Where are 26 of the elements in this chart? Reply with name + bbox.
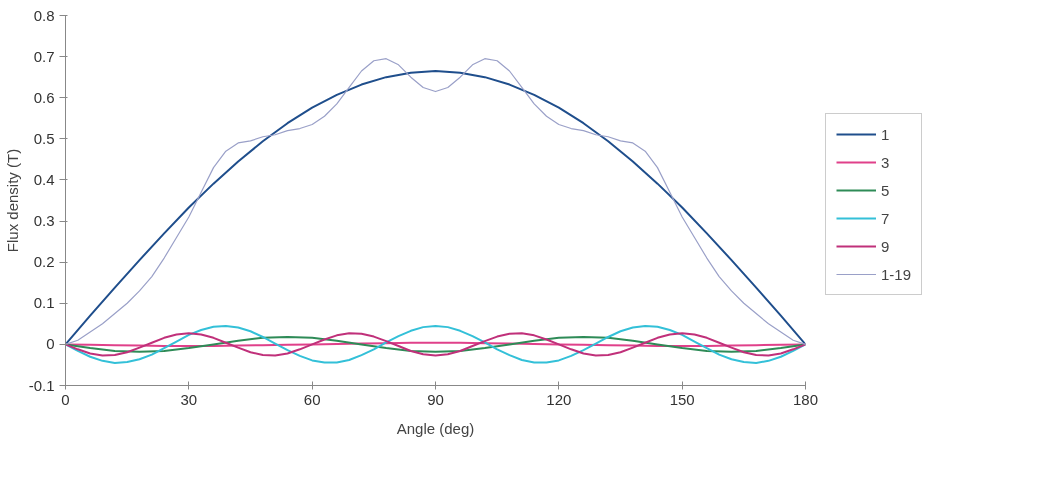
legend-label: 7 — [881, 209, 891, 227]
x-tick-label: 30 — [180, 390, 198, 408]
x-tick-label: 90 — [427, 390, 444, 408]
line-series — [65, 324, 806, 364]
y-tick-label: -0.1 — [28, 376, 55, 394]
y-tick-label: 0.4 — [33, 170, 55, 188]
y-tick-label: 0.5 — [33, 129, 55, 147]
y-tick-label: 0.3 — [33, 212, 55, 230]
legend-label: 1 — [881, 125, 891, 143]
y-axis-title: Flux density (T) — [3, 148, 21, 253]
y-tick-label: 0.1 — [33, 294, 55, 312]
y-tick-label: 0 — [46, 335, 55, 353]
legend-label: 1-19 — [881, 265, 912, 283]
y-tick-label: 0.8 — [33, 6, 55, 24]
x-tick-label: 180 — [792, 390, 819, 408]
x-tick-label: 60 — [303, 390, 321, 408]
x-axis-title: Angle (deg) — [396, 419, 475, 437]
y-tick-label: 0.7 — [33, 47, 55, 65]
x-tick-label: 120 — [546, 390, 572, 408]
x-tick-label: 0 — [61, 390, 70, 408]
y-tick-label: 0.6 — [33, 88, 55, 106]
legend-label: 5 — [881, 181, 891, 199]
legend-label: 3 — [881, 153, 891, 171]
y-tick-label: 0.2 — [33, 253, 55, 271]
x-tick-label: 150 — [669, 390, 695, 408]
legend-label: 9 — [881, 237, 891, 255]
